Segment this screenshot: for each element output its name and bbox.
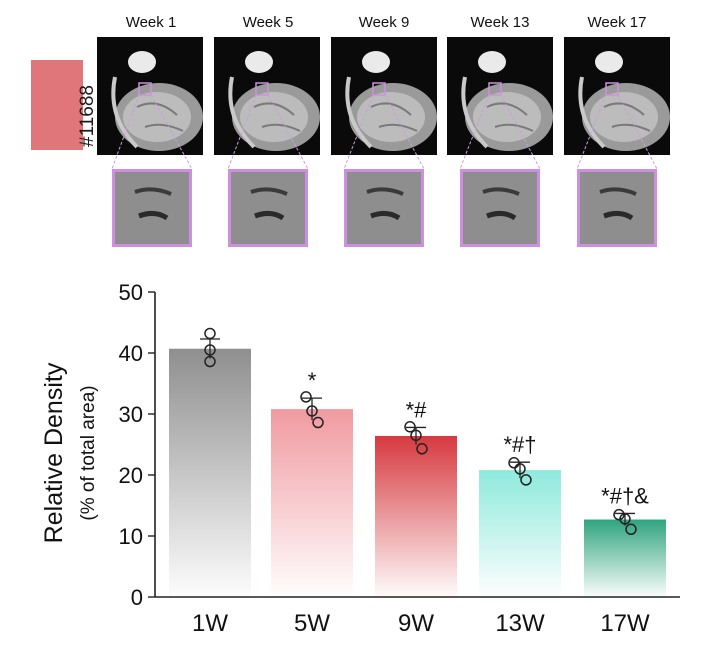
bar-5W — [271, 409, 353, 597]
data-point-13W-2 — [514, 463, 526, 475]
data-point-1W-2 — [204, 344, 216, 356]
data-point-17W-3 — [625, 523, 637, 536]
data-point-17W-2 — [619, 513, 631, 525]
x-tick-5W: 5W — [294, 610, 330, 637]
data-point-1W-1 — [204, 327, 216, 340]
x-tick-1W: 1W — [192, 610, 228, 637]
week-label-17: Week 17 — [587, 14, 647, 31]
zoom-inset-2 — [228, 169, 308, 247]
x-tick-13W: 13W — [495, 610, 545, 637]
data-point-5W-3 — [312, 416, 324, 429]
x-tick-9W: 9W — [398, 610, 434, 637]
significance-9W: *# — [406, 397, 428, 422]
zoom-inset-4 — [460, 169, 540, 247]
significance-17W: *#†& — [601, 483, 649, 508]
data-point-5W-2 — [306, 405, 318, 417]
data-point-9W-1 — [404, 421, 416, 433]
week-label-9: Week 9 — [358, 14, 410, 31]
y-tick-0: 0 — [131, 585, 143, 610]
x-tick-17W: 17W — [600, 610, 650, 637]
data-point-9W-3 — [416, 443, 428, 455]
data-point-13W-3 — [520, 474, 532, 486]
week-label-13: Week 13 — [470, 14, 530, 31]
data-point-9W-2 — [410, 429, 422, 442]
bar-1W — [169, 348, 251, 597]
zoom-inset-5 — [577, 169, 657, 247]
y-tick-20: 20 — [119, 463, 143, 488]
bar-17W — [584, 519, 666, 597]
y-tick-10: 10 — [119, 524, 143, 549]
y-tick-40: 40 — [119, 341, 143, 366]
bar-13W — [479, 470, 561, 597]
zoom-inset-1 — [112, 169, 192, 247]
data-point-5W-1 — [300, 391, 312, 403]
error-bar-13W — [510, 461, 530, 479]
data-point-13W-1 — [508, 457, 520, 469]
significance-13W: *#† — [503, 432, 536, 457]
y-axis-sublabel: (% of total area) — [78, 385, 99, 520]
significance-5W: * — [308, 368, 317, 393]
y-tick-30: 30 — [119, 402, 143, 427]
week-label-5: Week 5 — [242, 14, 294, 31]
zoom-inset-3 — [344, 169, 424, 247]
id-badge: #11688 — [31, 60, 98, 150]
data-point-1W-3 — [204, 355, 216, 368]
week-label-1: Week 1 — [125, 14, 177, 31]
y-axis-label: Relative Density — [40, 362, 68, 543]
y-tick-50: 50 — [119, 280, 143, 305]
bar-9W — [375, 435, 457, 597]
